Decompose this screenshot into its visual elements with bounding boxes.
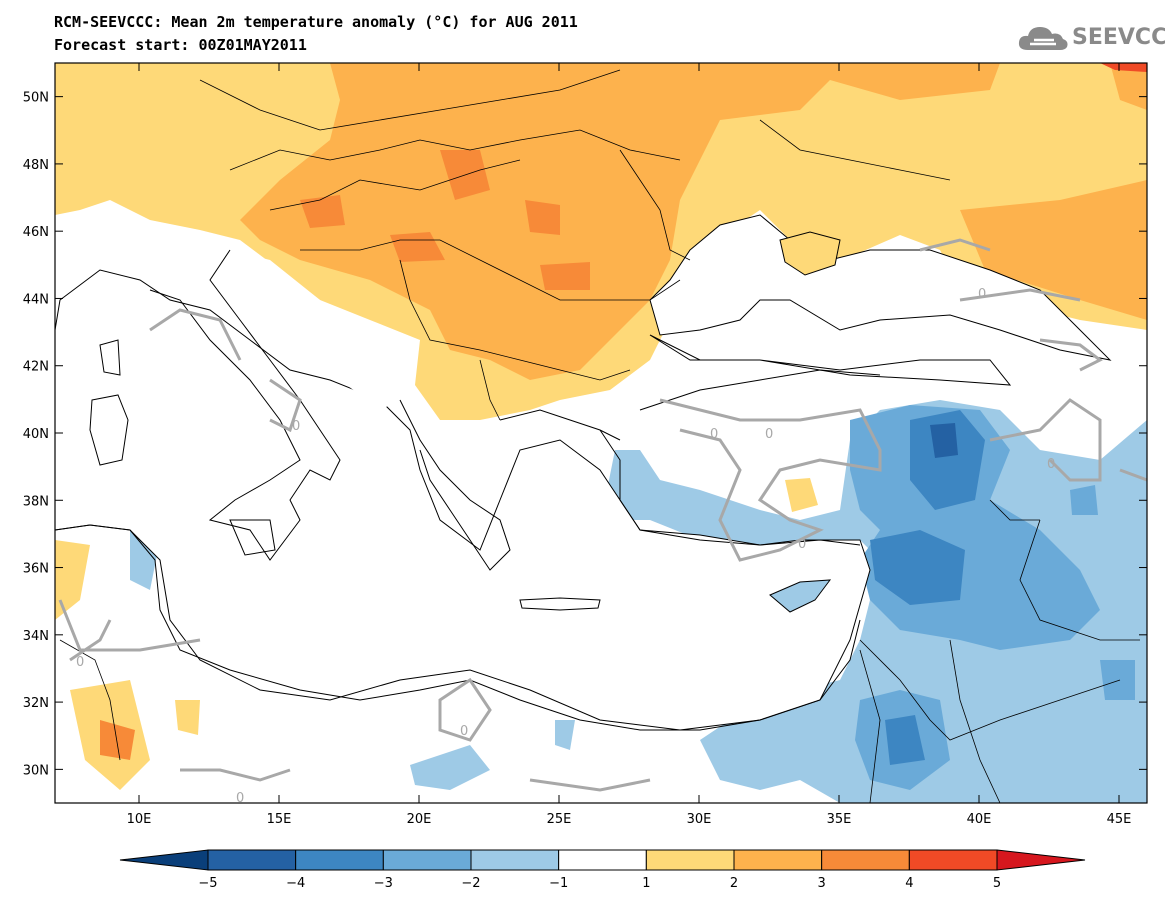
forecast-start: Forecast start: 00Z01MAY2011 (54, 36, 307, 54)
colorbar-label: 1 (642, 876, 650, 891)
colorbar: −5 −4 −3 −2 −1 1 2 3 4 5 (119, 849, 1086, 891)
svg-text:0: 0 (76, 655, 84, 670)
colorbar-box (207, 849, 297, 871)
lon-tick-label: 20E (407, 812, 432, 827)
country-borders (59, 69, 1140, 803)
lon-tick-label: 30E (687, 812, 712, 827)
warm-anomaly-4-5 (1100, 63, 1147, 72)
zero-contours (58, 238, 1147, 792)
cool-anomaly-4-5 (930, 423, 958, 458)
lon-tick-label: 25E (547, 812, 572, 827)
lat-tick-label: 30N (23, 763, 49, 778)
lat-tick-label: 32N (23, 696, 49, 711)
cyprus (769, 579, 832, 613)
colorbar-label: 4 (905, 876, 913, 891)
colorbar-box (295, 849, 384, 871)
colorbar-box (645, 849, 735, 871)
lon-tick-label: 35E (827, 812, 852, 827)
lat-tick-label: 42N (23, 360, 49, 375)
colorbar-box (821, 849, 910, 871)
svg-text:0: 0 (765, 427, 773, 442)
colorbar-tip-low (119, 849, 209, 871)
north-africa-coast (55, 524, 861, 731)
colorbar-label: −1 (549, 876, 568, 891)
lat-tick-label: 46N (23, 225, 49, 240)
colorbar-label: −3 (374, 876, 393, 891)
seevccc-logo: SEEVCCC (1016, 22, 1165, 56)
greece-outline (399, 399, 621, 571)
crimea (779, 231, 841, 276)
svg-text:0: 0 (798, 537, 806, 552)
lon-tick-label: 10E (127, 812, 152, 827)
italy-outline (149, 249, 341, 561)
lon-tick-label: 45E (1107, 812, 1132, 827)
warm-anomaly-2-3-east (960, 63, 1147, 320)
lat-tick-label: 38N (23, 494, 49, 509)
warm-anomaly-anatolia (785, 478, 818, 512)
map-plot-area: 0 0 0 0 0 0 0 0 0 (55, 63, 1147, 806)
colorbar-box (558, 849, 647, 871)
cool-anomaly-3-4 (870, 410, 985, 765)
colorbar-label: −4 (286, 876, 305, 891)
contour-labels: 0 0 0 0 0 0 0 0 0 (76, 287, 1055, 806)
colorbar-label: 2 (730, 876, 738, 891)
colorbar-box (733, 849, 823, 871)
lon-tick-label: 40E (967, 812, 992, 827)
colorbar-box (382, 849, 472, 871)
lon-tick-label: 15E (267, 812, 292, 827)
svg-text:0: 0 (978, 287, 986, 302)
colorbar-label: −2 (461, 876, 480, 891)
svg-text:0: 0 (1047, 457, 1055, 472)
svg-text:0: 0 (236, 791, 244, 806)
warm-anomaly-north-africa (55, 540, 200, 790)
svg-text:0: 0 (292, 419, 300, 434)
colorbar-box (908, 849, 998, 871)
lat-tick-label: 48N (23, 158, 49, 173)
sardinia (89, 339, 129, 466)
axis-ticks: 10E 15E 20E 25E 30E 35E 40E 45E 30N 32N 34N 36N 38N 4… (23, 63, 1147, 827)
lat-tick-label: 34N (23, 629, 49, 644)
colorbar-label: 5 (993, 876, 1001, 891)
mediterranean-sea (55, 269, 871, 731)
colorbar-label: −5 (198, 876, 217, 891)
lat-tick-label: 44N (23, 292, 49, 307)
colorbar-label: 3 (818, 876, 826, 891)
lat-tick-label: 40N (23, 427, 49, 442)
svg-text:0: 0 (460, 724, 468, 739)
logo-text: SEEVCCC (1072, 25, 1165, 50)
colorbar-tip-high (996, 849, 1086, 871)
cloud-icon (1018, 27, 1068, 50)
svg-text:0: 0 (710, 427, 718, 442)
warm-anomaly-3-4 (100, 150, 590, 760)
crete (519, 597, 601, 611)
sicily (229, 519, 276, 556)
adriatic-sea (230, 250, 400, 410)
map-title: RCM-SEEVCCC: Mean 2m temperature anomaly… (54, 13, 578, 31)
lat-tick-label: 36N (23, 562, 49, 577)
lat-tick-label: 50N (23, 91, 49, 106)
turkey-coast (599, 369, 881, 546)
colorbar-box (470, 849, 560, 871)
